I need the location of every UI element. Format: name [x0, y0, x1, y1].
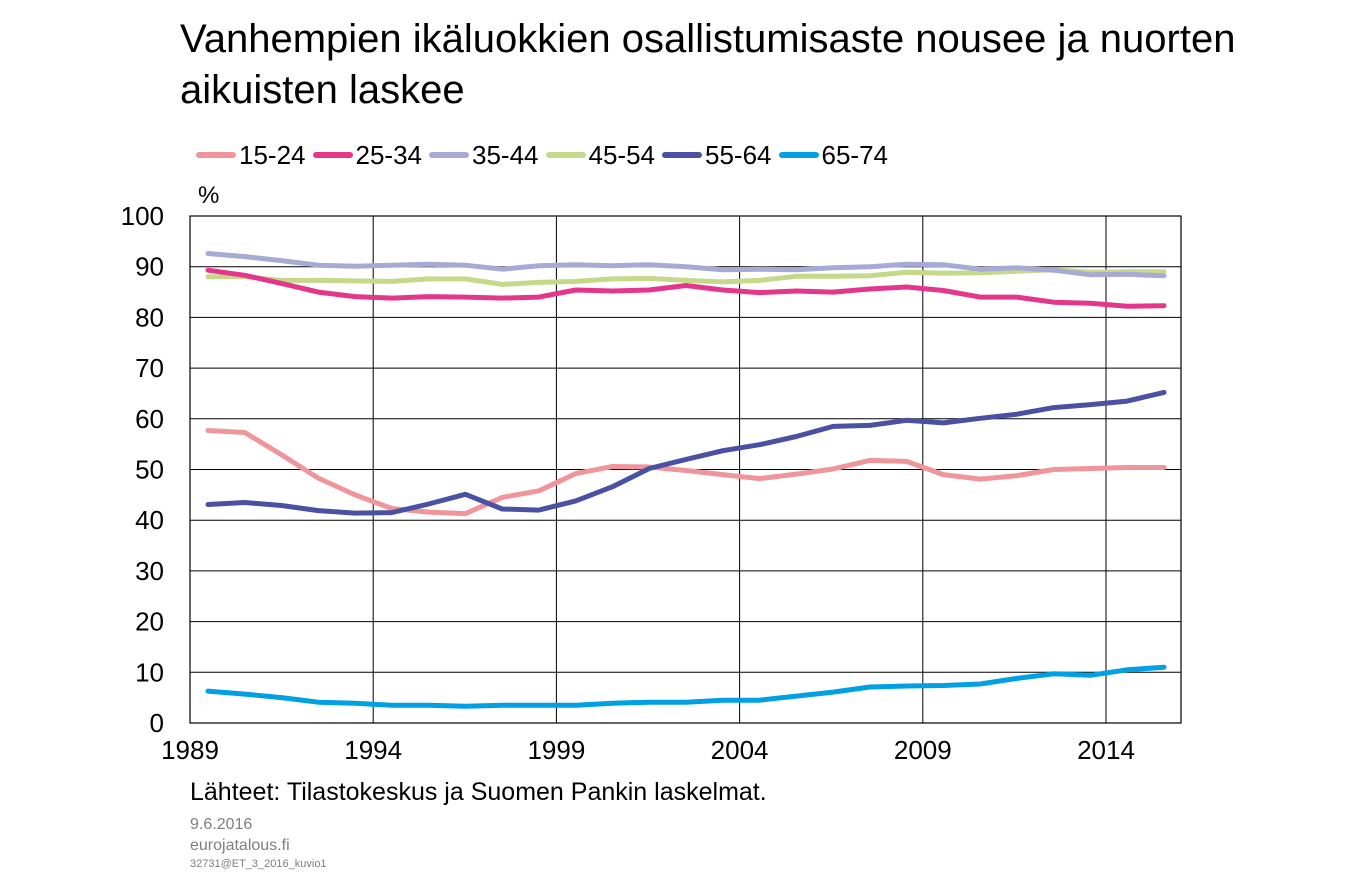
y-tick-label: 90: [135, 252, 164, 282]
series-line-45-54: [205, 267, 1167, 287]
series-line-55-64: [205, 389, 1167, 516]
y-tick-label: 20: [135, 607, 164, 637]
legend-label: 65-74: [821, 139, 889, 170]
series-line-15-24: [205, 428, 1167, 517]
x-tick-label: 2004: [711, 735, 769, 765]
legend-swatch: [312, 152, 353, 158]
legend-label: 55-64: [705, 139, 772, 170]
series-line-35-44: [205, 251, 1167, 279]
footer-date: 9.6.2016: [190, 816, 253, 833]
legend-item-55-64: 55-64: [662, 140, 772, 171]
legend-swatch: [429, 152, 469, 158]
y-tick-label: 50: [135, 455, 164, 485]
legend-label: 35-44: [472, 139, 539, 170]
legend-swatch: [778, 152, 819, 158]
legend-item-45-54: 45-54: [545, 139, 656, 171]
legend-label: 45-54: [588, 139, 656, 170]
x-tick-label: 2014: [1077, 735, 1135, 765]
legend-swatch: [545, 152, 586, 158]
y-tick-label: 80: [135, 302, 164, 332]
x-tick-label: 1999: [527, 735, 585, 765]
legend-label: 15-24: [239, 139, 306, 170]
x-tick-label: 2009: [894, 735, 952, 765]
y-tick-label: 10: [135, 657, 164, 687]
x-tick-label: 1994: [344, 735, 402, 765]
y-tick-label: 60: [135, 404, 164, 434]
chart-legend: 15-24 25-34 35-44 45-54 55-64 65-74: [196, 137, 895, 173]
y-tick-label: 30: [135, 556, 164, 586]
y-axis-unit: %: [198, 182, 220, 209]
legend-label: 25-34: [355, 139, 423, 170]
x-axis-ticks: 1989 1994 1999 2004 2009 2014: [161, 735, 1135, 765]
source-note: Lähteet: Tilastokeskus ja Suomen Pankin …: [190, 778, 767, 806]
y-tick-label: 0: [150, 708, 164, 738]
series-lines: [205, 251, 1167, 709]
chart-title: Vanhempien ikäluokkien osallistumisaste …: [180, 17, 1236, 112]
legend-item-25-34: 25-34: [312, 139, 423, 171]
y-axis-ticks: 0 10 20 30 40 50 60 70 80 90 100: [121, 201, 164, 738]
series-line-25-34: [205, 267, 1167, 309]
y-tick-label: 40: [135, 505, 164, 535]
legend-swatch: [662, 152, 702, 158]
legend-item-65-74: 65-74: [778, 139, 889, 171]
footer-code: 32731@ET_3_2016_kuvio1: [190, 858, 327, 870]
series-line-65-74: [205, 664, 1167, 709]
legend-item-15-24: 15-24: [196, 140, 306, 171]
plot-frame: [189, 215, 1182, 724]
y-tick-label: 70: [135, 353, 164, 383]
y-tick-label: 100: [121, 201, 164, 231]
footer-site: eurojatalous.fi: [190, 837, 290, 854]
legend-item-35-44: 35-44: [429, 140, 539, 171]
legend-swatch: [196, 152, 236, 158]
x-tick-label: 1989: [161, 735, 219, 765]
